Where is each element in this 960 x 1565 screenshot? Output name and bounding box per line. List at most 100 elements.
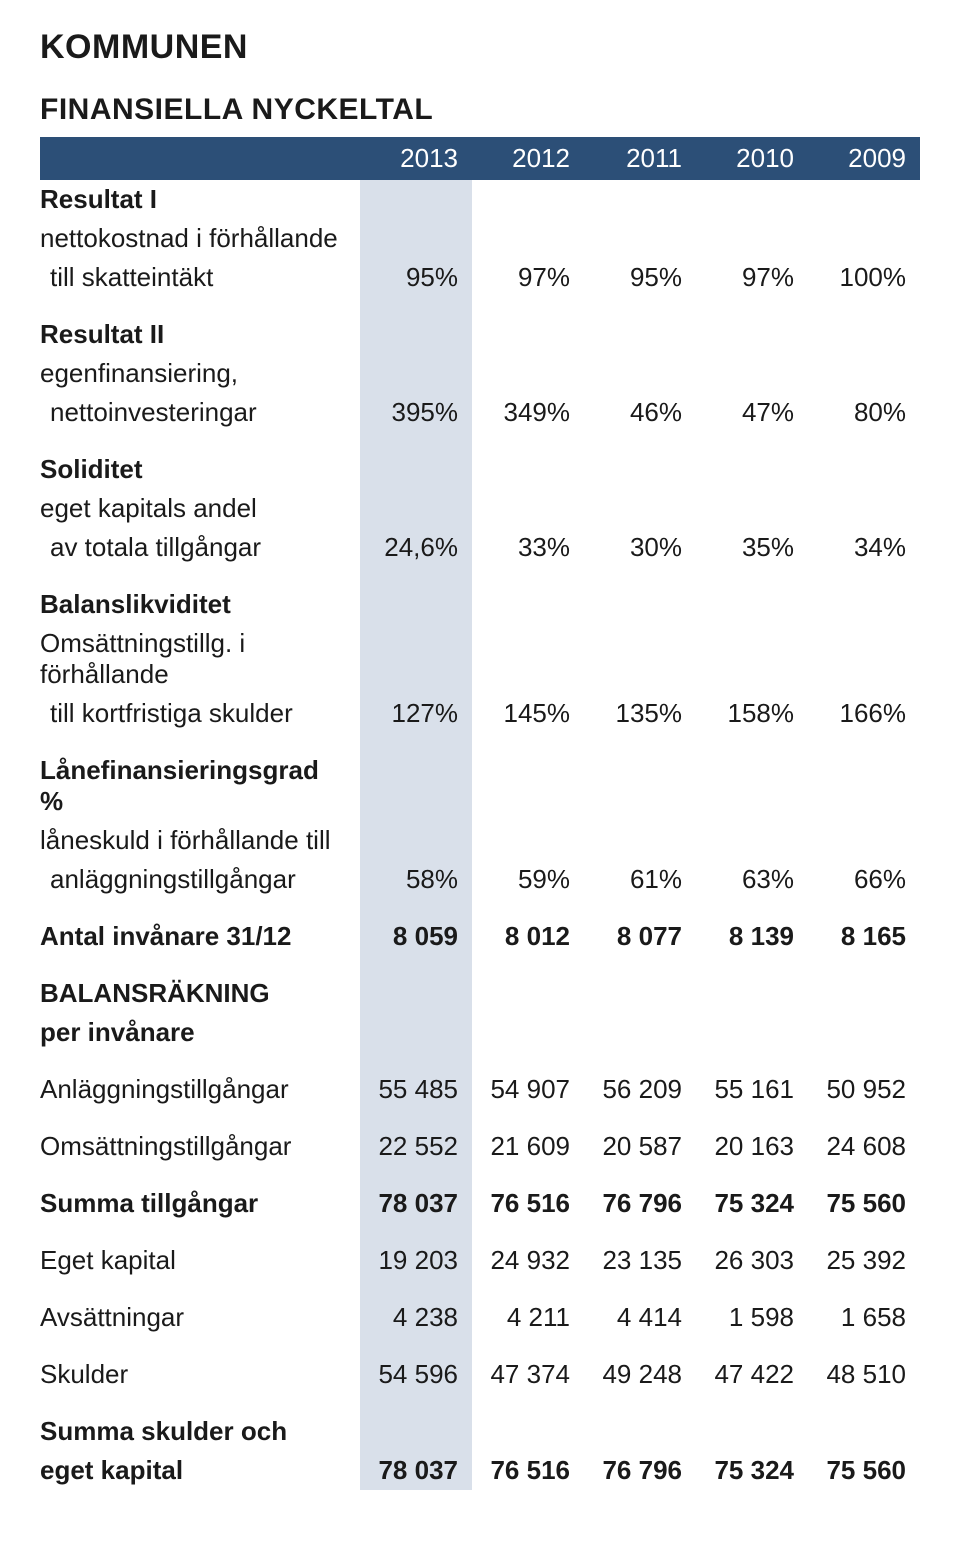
cell-value: 47 422 bbox=[696, 1355, 808, 1394]
table-row bbox=[40, 1166, 920, 1184]
cell-value: 22 552 bbox=[360, 1127, 472, 1166]
cell-value bbox=[472, 219, 584, 258]
cell-value: 54 596 bbox=[360, 1355, 472, 1394]
page: KOMMUNEN FINANSIELLA NYCKELTAL 2013 2012… bbox=[0, 0, 960, 1530]
cell-value: 1 658 bbox=[808, 1298, 920, 1337]
cell-value: 4 211 bbox=[472, 1298, 584, 1337]
table-row: per invånare bbox=[40, 1013, 920, 1052]
cell-value: 56 209 bbox=[584, 1070, 696, 1109]
cell-value: 97% bbox=[696, 258, 808, 297]
cell-value bbox=[360, 751, 472, 821]
row-label: Resultat I bbox=[40, 180, 360, 219]
cell-value bbox=[472, 315, 584, 354]
table-row: nettoinvesteringar395%349%46%47%80% bbox=[40, 393, 920, 432]
table-row bbox=[40, 1394, 920, 1412]
table-row bbox=[40, 1052, 920, 1070]
cell-value bbox=[472, 585, 584, 624]
header-year: 2010 bbox=[696, 137, 808, 180]
cell-value bbox=[808, 1412, 920, 1451]
row-label: Skulder bbox=[40, 1355, 360, 1394]
cell-value: 58% bbox=[360, 860, 472, 899]
cell-value bbox=[696, 974, 808, 1013]
cell-value: 80% bbox=[808, 393, 920, 432]
cell-value: 76 796 bbox=[584, 1184, 696, 1223]
table-row: Avsättningar4 2384 2114 4141 5981 658 bbox=[40, 1298, 920, 1337]
cell-value bbox=[808, 1013, 920, 1052]
table-row: Resultat II bbox=[40, 315, 920, 354]
row-label: eget kapital bbox=[40, 1451, 360, 1490]
table-row: Summa skulder och bbox=[40, 1412, 920, 1451]
cell-value: 97% bbox=[472, 258, 584, 297]
cell-value bbox=[584, 751, 696, 821]
cell-value bbox=[584, 585, 696, 624]
table-row: Skulder54 59647 37449 24847 42248 510 bbox=[40, 1355, 920, 1394]
header-label-cell bbox=[40, 137, 360, 180]
cell-value bbox=[808, 624, 920, 694]
table-body: Resultat Inettokostnad i förhållandetill… bbox=[40, 180, 920, 1490]
row-label: nettokostnad i förhållande bbox=[40, 219, 360, 258]
header-year: 2012 bbox=[472, 137, 584, 180]
cell-value: 8 165 bbox=[808, 917, 920, 956]
table-row: Omsättningstillgångar22 55221 60920 5872… bbox=[40, 1127, 920, 1166]
cell-value: 100% bbox=[808, 258, 920, 297]
page-title: KOMMUNEN bbox=[40, 28, 920, 67]
row-label: Omsättningstillgångar bbox=[40, 1127, 360, 1166]
table-row: Resultat I bbox=[40, 180, 920, 219]
row-label: egenfinansiering, bbox=[40, 354, 360, 393]
cell-value: 24,6% bbox=[360, 528, 472, 567]
row-label: Balanslikviditet bbox=[40, 585, 360, 624]
cell-value bbox=[808, 751, 920, 821]
cell-value: 34% bbox=[808, 528, 920, 567]
table-row bbox=[40, 567, 920, 585]
table-row bbox=[40, 432, 920, 450]
row-label: per invånare bbox=[40, 1013, 360, 1052]
cell-value bbox=[696, 489, 808, 528]
cell-value: 8 077 bbox=[584, 917, 696, 956]
cell-value: 48 510 bbox=[808, 1355, 920, 1394]
cell-value bbox=[584, 1412, 696, 1451]
header-year: 2009 bbox=[808, 137, 920, 180]
row-label: låneskuld i förhållande till bbox=[40, 821, 360, 860]
cell-value bbox=[360, 821, 472, 860]
cell-value: 135% bbox=[584, 694, 696, 733]
cell-value: 47 374 bbox=[472, 1355, 584, 1394]
table-header-row: 2013 2012 2011 2010 2009 bbox=[40, 137, 920, 180]
cell-value bbox=[696, 821, 808, 860]
cell-value: 59% bbox=[472, 860, 584, 899]
cell-value bbox=[696, 219, 808, 258]
cell-value bbox=[360, 1013, 472, 1052]
cell-value: 4 414 bbox=[584, 1298, 696, 1337]
cell-value bbox=[584, 974, 696, 1013]
cell-value bbox=[696, 180, 808, 219]
row-label: Summa skulder och bbox=[40, 1412, 360, 1451]
cell-value bbox=[808, 180, 920, 219]
cell-value bbox=[808, 219, 920, 258]
table-row: Omsättningstillg. i förhållande bbox=[40, 624, 920, 694]
cell-value: 23 135 bbox=[584, 1241, 696, 1280]
table-row: Anläggningstillgångar55 48554 90756 2095… bbox=[40, 1070, 920, 1109]
table-row bbox=[40, 1337, 920, 1355]
row-label: eget kapitals andel bbox=[40, 489, 360, 528]
cell-value bbox=[472, 450, 584, 489]
cell-value: 33% bbox=[472, 528, 584, 567]
cell-value bbox=[360, 585, 472, 624]
table-row bbox=[40, 733, 920, 751]
section-title: FINANSIELLA NYCKELTAL bbox=[40, 93, 920, 127]
cell-value: 20 163 bbox=[696, 1127, 808, 1166]
table-row: av totala tillgångar24,6%33%30%35%34% bbox=[40, 528, 920, 567]
cell-value: 35% bbox=[696, 528, 808, 567]
table-row: Eget kapital19 20324 93223 13526 30325 3… bbox=[40, 1241, 920, 1280]
cell-value bbox=[584, 315, 696, 354]
table-row bbox=[40, 1223, 920, 1241]
table-row bbox=[40, 899, 920, 917]
cell-value bbox=[584, 180, 696, 219]
cell-value bbox=[472, 180, 584, 219]
table-row: eget kapitals andel bbox=[40, 489, 920, 528]
cell-value bbox=[808, 354, 920, 393]
cell-value: 46% bbox=[584, 393, 696, 432]
cell-value: 61% bbox=[584, 860, 696, 899]
table-row: Lånefinansieringsgrad % bbox=[40, 751, 920, 821]
cell-value bbox=[808, 974, 920, 1013]
row-label: Omsättningstillg. i förhållande bbox=[40, 624, 360, 694]
cell-value bbox=[360, 219, 472, 258]
